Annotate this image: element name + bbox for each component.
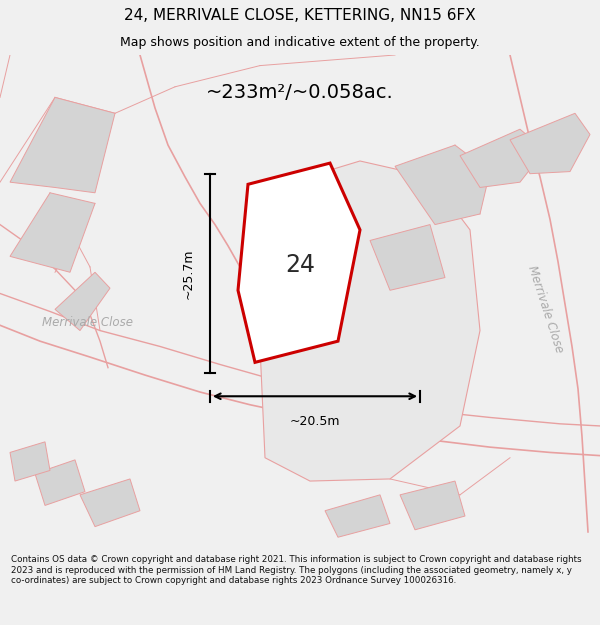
Text: ~233m²/~0.058ac.: ~233m²/~0.058ac. bbox=[206, 82, 394, 102]
Polygon shape bbox=[80, 479, 140, 527]
Text: 24, MERRIVALE CLOSE, KETTERING, NN15 6FX: 24, MERRIVALE CLOSE, KETTERING, NN15 6FX bbox=[124, 8, 476, 23]
Polygon shape bbox=[10, 192, 95, 272]
Polygon shape bbox=[10, 98, 115, 192]
Polygon shape bbox=[395, 145, 490, 224]
Polygon shape bbox=[10, 442, 50, 481]
Text: Contains OS data © Crown copyright and database right 2021. This information is : Contains OS data © Crown copyright and d… bbox=[11, 555, 581, 585]
Polygon shape bbox=[35, 460, 85, 506]
Polygon shape bbox=[55, 272, 110, 331]
Polygon shape bbox=[260, 161, 480, 481]
Text: ~25.7m: ~25.7m bbox=[182, 248, 194, 299]
Polygon shape bbox=[370, 224, 445, 290]
Polygon shape bbox=[400, 481, 465, 530]
Polygon shape bbox=[460, 129, 545, 188]
Text: ~20.5m: ~20.5m bbox=[290, 415, 340, 428]
Polygon shape bbox=[510, 113, 590, 174]
Text: Merrivale Close: Merrivale Close bbox=[43, 316, 133, 329]
Polygon shape bbox=[238, 163, 360, 362]
Polygon shape bbox=[325, 495, 390, 538]
Text: 24: 24 bbox=[285, 253, 315, 277]
Text: Map shows position and indicative extent of the property.: Map shows position and indicative extent… bbox=[120, 36, 480, 49]
Text: Merrivale Close: Merrivale Close bbox=[525, 264, 565, 354]
